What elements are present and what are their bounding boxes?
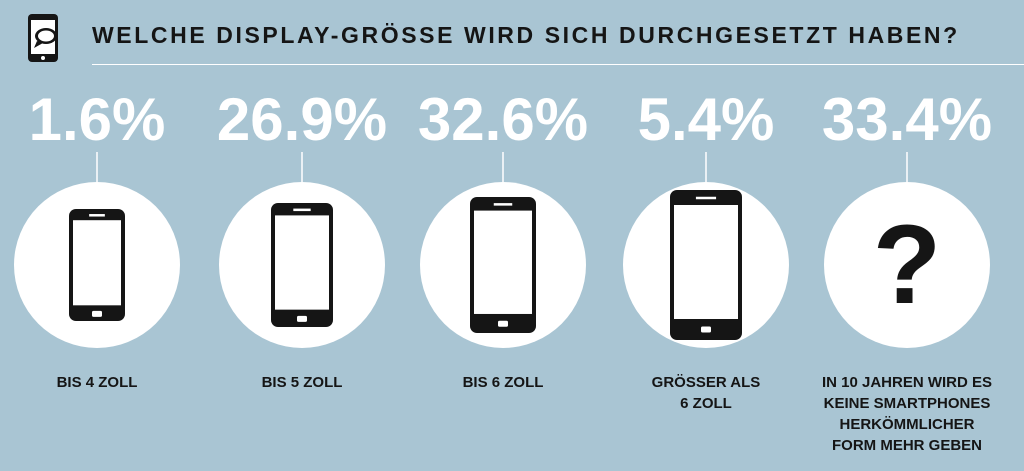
category-label: KEINE SMARTPHONES — [824, 395, 991, 412]
phone-chat-icon — [28, 14, 58, 62]
question-mark-icon: ? — [873, 202, 941, 327]
value-label: 1.6% — [29, 86, 166, 153]
stat-item: 26.9% BIS 5 ZOLL — [217, 86, 387, 391]
header-divider — [92, 64, 1024, 65]
category-label: HERKÖMMLICHER — [840, 416, 975, 433]
stat-item: 32.6% BIS 6 ZOLL — [418, 86, 588, 391]
stat-circle — [824, 182, 990, 348]
phone-xlarge-icon — [670, 190, 742, 340]
stat-item: 5.4% GRÖSSER ALS 6 ZOLL — [623, 86, 789, 412]
phone-small-icon — [69, 209, 125, 321]
category-label: FORM MEHR GEBEN — [832, 437, 982, 454]
value-label: 33.4% — [822, 86, 992, 153]
category-label: BIS 4 ZOLL — [57, 374, 138, 391]
phone-large-icon — [470, 197, 536, 333]
value-label: 26.9% — [217, 86, 387, 153]
value-label: 32.6% — [418, 86, 588, 153]
category-label: BIS 6 ZOLL — [463, 374, 544, 391]
category-label: IN 10 JAHREN WIRD ES — [822, 374, 992, 391]
stat-item: 1.6% BIS 4 ZOLL — [14, 86, 180, 391]
value-label: 5.4% — [638, 86, 775, 153]
phone-medium-icon — [271, 203, 333, 327]
stat-item: 33.4%? IN 10 JAHREN WIRD ES KEINE SMARTPHO… — [822, 86, 992, 454]
category-label: BIS 5 ZOLL — [262, 374, 343, 391]
category-label: GRÖSSER ALS — [652, 374, 761, 391]
page-title: WELCHE DISPLAY-GRÖSSE WIRD SICH DURCHGES… — [92, 22, 960, 48]
category-label: 6 ZOLL — [680, 395, 732, 412]
